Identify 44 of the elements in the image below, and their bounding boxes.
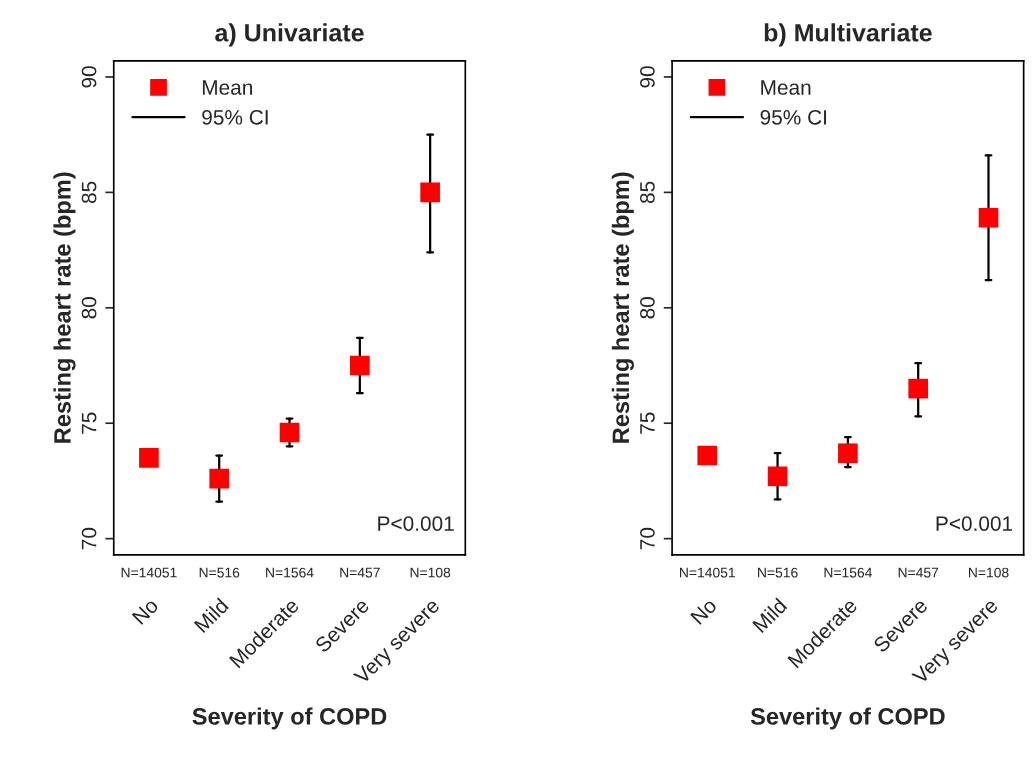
y-axis-title: Resting heart rate (bpm) [53, 172, 76, 443]
point [767, 466, 788, 487]
y-tick-label: 85 [640, 181, 655, 204]
point [279, 422, 300, 443]
text: N=14051 [680, 567, 735, 578]
text: N=457 [898, 567, 939, 578]
annotation: 95% CI [202, 109, 268, 125]
point [350, 355, 370, 376]
annotation: P<0.001 [378, 516, 454, 531]
chart-title: a) Univariate [215, 23, 364, 47]
x-tick-label: No [690, 597, 718, 625]
y-tick-label: 85 [81, 181, 97, 204]
text: N=1564 [266, 567, 314, 578]
text: N=516 [199, 567, 240, 578]
text: N=108 [968, 567, 1009, 578]
chart-title: b) Multivariate [764, 23, 932, 47]
x-axis-title: Severity of COPD [750, 707, 945, 730]
text: N=108 [410, 567, 451, 578]
point [908, 378, 929, 399]
y-tick-label: 70 [81, 527, 97, 550]
point [978, 207, 999, 228]
text: N=14051 [121, 567, 177, 578]
x-axis-title: Severity of COPD [192, 707, 387, 730]
y-tick-label: 70 [640, 527, 655, 550]
legend-label: Mean [202, 80, 252, 95]
text: N=516 [758, 567, 798, 578]
annotation: P<0.001 [936, 516, 1013, 531]
text: N=457 [340, 567, 380, 578]
y-tick-label: 80 [81, 297, 97, 319]
y-tick-label: 80 [640, 297, 655, 319]
annotation: 95% CI [760, 109, 826, 125]
y-tick-label: 90 [640, 66, 655, 88]
y-tick-label: 90 [81, 66, 97, 88]
x-tick-label: No [131, 597, 160, 625]
text: N=1564 [824, 567, 872, 578]
point [139, 448, 159, 468]
point [420, 182, 440, 203]
y-axis-title: Resting heart rate (bpm) [611, 172, 634, 443]
point [209, 468, 230, 489]
legend-label: Mean [761, 80, 811, 95]
point [838, 443, 858, 464]
y-tick-label: 75 [640, 412, 655, 434]
point [697, 445, 718, 466]
y-tick-label: 75 [81, 412, 97, 434]
